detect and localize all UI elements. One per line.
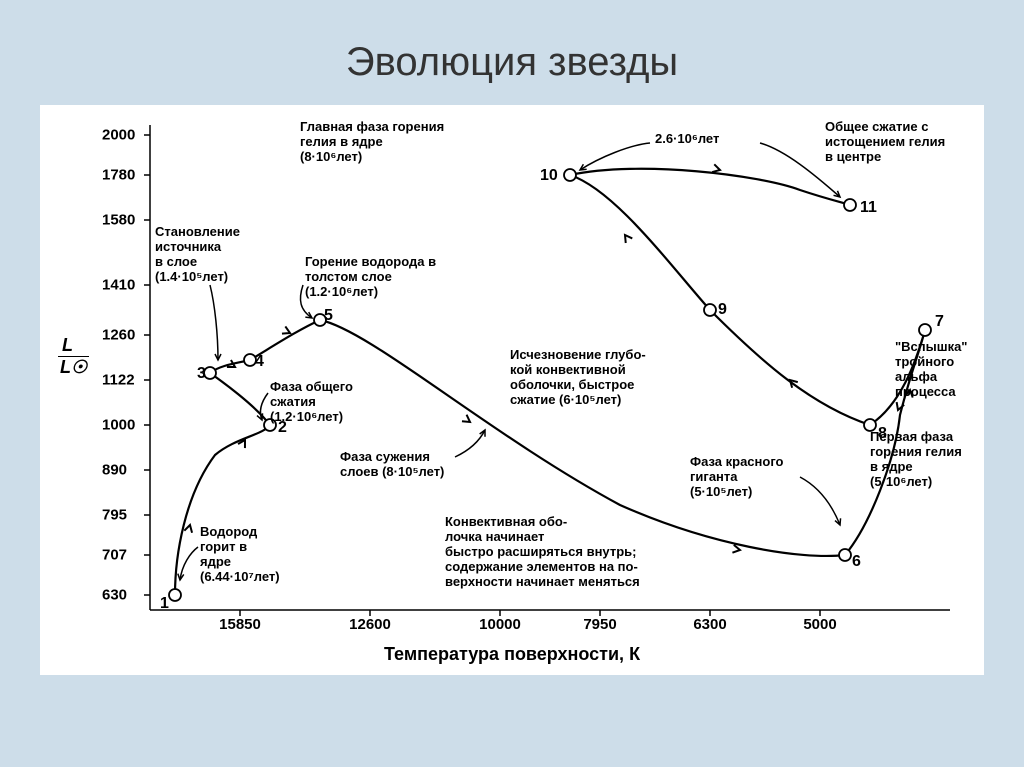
xtick-label: 6300 xyxy=(693,616,726,633)
annotation: Становлениеисточникав слое(1.4·10⁵лет) xyxy=(155,225,240,285)
chart-container: L L☉ Температура поверхности, К 2000 1780… xyxy=(40,105,984,675)
ytick-label: 890 xyxy=(102,462,127,479)
xtick-label: 5000 xyxy=(803,616,836,633)
annotation: Общее сжатие систощением гелияв центре xyxy=(825,120,945,165)
node-label-3: 3 xyxy=(197,365,206,383)
ytick-label: 707 xyxy=(102,547,127,564)
xtick-label: 10000 xyxy=(479,616,521,633)
annotation: Фаза красногогиганта(5·10⁵лет) xyxy=(690,455,784,500)
annotation: Фаза суженияслоев (8·10⁵лет) xyxy=(340,450,444,480)
ytick-label: 1000 xyxy=(102,417,135,434)
xtick-label: 12600 xyxy=(349,616,391,633)
xtick-label: 7950 xyxy=(583,616,616,633)
annotation: Водородгорит вядре(6.44·10⁷лет) xyxy=(200,525,280,585)
ytick-label: 630 xyxy=(102,587,127,604)
ytick-label: 1410 xyxy=(102,277,135,294)
node-label-9: 9 xyxy=(718,301,727,319)
node-label-7: 7 xyxy=(935,313,944,331)
node-label-5: 5 xyxy=(324,307,333,325)
annotation: Первая фазагорения гелияв ядре(5·10⁶лет) xyxy=(870,430,962,490)
annotation: Горение водорода втолстом слое(1.2·10⁶ле… xyxy=(305,255,436,300)
ytick-label: 1780 xyxy=(102,167,135,184)
annotation: Конвективная обо-лочка начинаетбыстро ра… xyxy=(445,515,640,590)
ytick-label: 795 xyxy=(102,507,127,524)
yaxis-label: L L☉ xyxy=(58,335,89,378)
node-label-10: 10 xyxy=(540,167,558,185)
page-title: Эволюция звезды xyxy=(0,0,1024,105)
ytick-label: 1122 xyxy=(102,372,135,389)
xaxis-label: Температура поверхности, К xyxy=(384,644,640,665)
node-label-6: 6 xyxy=(852,553,861,571)
ytick-label: 1260 xyxy=(102,327,135,344)
annotation: Фаза общегосжатия(1.2·10⁶лет) xyxy=(270,380,353,425)
node-label-4: 4 xyxy=(255,353,264,371)
annotation: Исчезновение глубо-кой конвективнойоболо… xyxy=(510,348,646,408)
annotation: 2.6·10⁶лет xyxy=(655,132,719,147)
ytick-label: 1580 xyxy=(102,212,135,229)
ytick-label: 2000 xyxy=(102,127,135,144)
node-label-11: 11 xyxy=(860,199,877,217)
annotation: "Вспышка"тройногоальфапроцесса xyxy=(895,340,967,400)
xtick-label: 15850 xyxy=(219,616,261,633)
annotation: Главная фаза горениягелия в ядре(8·10⁶ле… xyxy=(300,120,444,165)
node-label-1: 1 xyxy=(160,595,169,613)
